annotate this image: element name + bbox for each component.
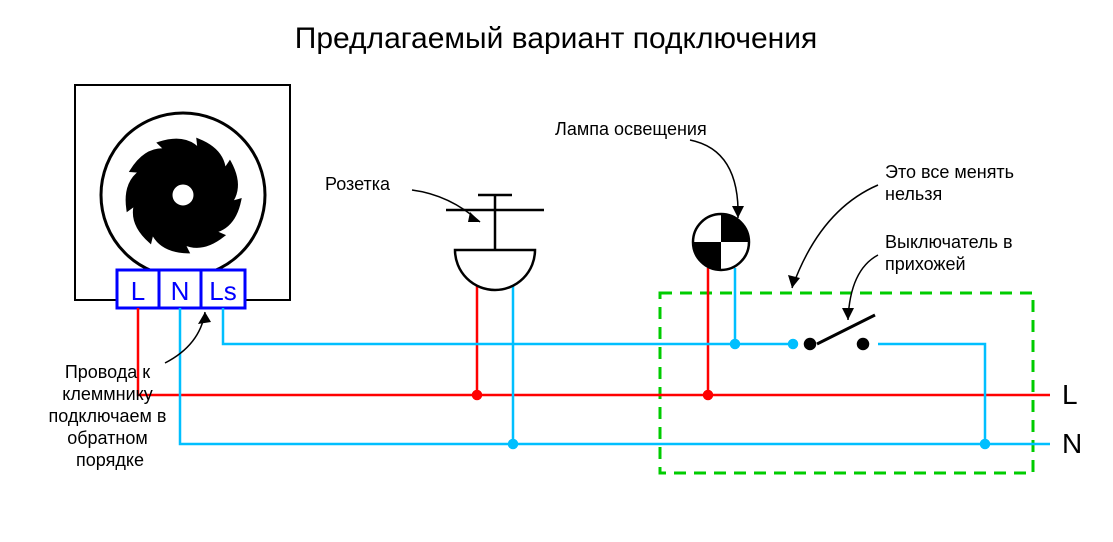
svg-text:Лампа освещения: Лампа освещения xyxy=(555,119,707,139)
wire-ls xyxy=(223,268,989,448)
line-n-label: N xyxy=(1062,428,1082,459)
svg-text:Выключатель вприхожей: Выключатель вприхожей xyxy=(885,232,1013,274)
terminal-ls-label: Ls xyxy=(209,276,236,306)
wire-n xyxy=(180,270,1050,448)
svg-text:Это все менятьнельзя: Это все менятьнельзя xyxy=(885,162,1014,204)
lamp-icon xyxy=(693,214,749,270)
switch-callout: Выключатель вприхожей xyxy=(842,232,1013,320)
wire-l xyxy=(138,268,1050,399)
svg-text:Розетка: Розетка xyxy=(325,174,391,194)
terminal-l-label: L xyxy=(131,276,145,306)
socket-callout: Розетка xyxy=(325,174,480,222)
fan-unit xyxy=(75,85,290,300)
socket-icon xyxy=(446,195,544,290)
no-change-zone xyxy=(660,293,1033,473)
diagram-title: Предлагаемый вариант подключения xyxy=(295,22,817,55)
svg-text:Провода к клеммнику: Провода к клеммнику подключаем в обратно… xyxy=(49,362,172,470)
terminal-n-label: N xyxy=(171,276,190,306)
line-l-label: L xyxy=(1062,379,1078,410)
switch-icon xyxy=(805,315,875,349)
terminal-block: L N Ls xyxy=(117,270,245,308)
wires-callout: Провода к клеммнику подключаем в обратно… xyxy=(49,312,211,470)
lamp-callout: Лампа освещения xyxy=(555,119,744,218)
